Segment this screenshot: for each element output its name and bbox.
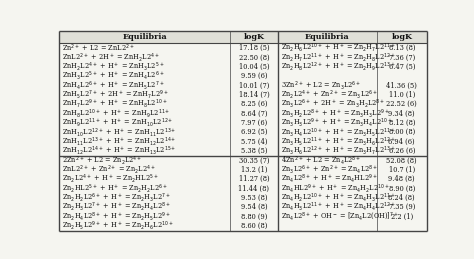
Text: Zn$_2$H$_8$L2$^{12+}$ + H$^+$ = Zn$_2$H$_9$L2$^{13+}$: Zn$_2$H$_8$L2$^{12+}$ + H$^+$ = Zn$_2$H$… (281, 61, 396, 73)
Text: 9.48 (8): 9.48 (8) (389, 175, 415, 183)
Text: ZnH$_{11}$L2$^{13+}$ + H$^+$ = ZnH$_{12}$L2$^{14+}$: ZnH$_{11}$L2$^{13+}$ + H$^+$ = ZnH$_{12}… (62, 135, 176, 148)
Text: 2.2 (1): 2.2 (1) (391, 212, 413, 220)
Text: 7.35 (9): 7.35 (9) (389, 203, 415, 211)
Text: Zn$_3$H$_6$L2$^{12+}$ + H$^+$ = Zn$_3$H$_7$L2$^{13+}$: Zn$_3$H$_6$L2$^{12+}$ + H$^+$ = Zn$_3$H$… (281, 145, 396, 157)
Text: logK: logK (392, 33, 412, 41)
Text: 8.00 (8): 8.00 (8) (389, 128, 415, 136)
Text: 5.38 (5): 5.38 (5) (241, 147, 267, 155)
Text: 11.44 (8): 11.44 (8) (238, 184, 269, 192)
Text: ZnH$_4$L2$^{6+}$ + H$^+$ = ZnH$_5$L2$^{7+}$: ZnH$_4$L2$^{6+}$ + H$^+$ = ZnH$_5$L2$^{7… (62, 79, 164, 92)
Text: Zn$_3$L2$^{6+}$ + 2H$^+$ = Zn$_3$H$_2$L2$^{8+}$: Zn$_3$L2$^{6+}$ + 2H$^+$ = Zn$_3$H$_2$L2… (281, 98, 385, 111)
Text: Zn$_3$H$_3$L2$^{9+}$ + H$^+$ = Zn$_3$H$_4$L2$^{10+}$: Zn$_3$H$_3$L2$^{9+}$ + H$^+$ = Zn$_3$H$_… (281, 117, 392, 129)
Text: 11.27 (8): 11.27 (8) (238, 175, 269, 183)
Text: 11.0 (1): 11.0 (1) (389, 91, 415, 99)
Text: Zn$_2$H$_6$L2$^{10+}$ + H$^+$ = Zn$_2$H$_7$L2$^{11+}$: Zn$_2$H$_6$L2$^{10+}$ + H$^+$ = Zn$_2$H$… (281, 42, 396, 54)
Text: logK: logK (244, 33, 264, 41)
Text: 8.25 (6): 8.25 (6) (241, 100, 267, 108)
Text: 7.36 (7): 7.36 (7) (389, 53, 415, 61)
Text: 6.26 (6): 6.26 (6) (389, 147, 415, 155)
Text: Equilibria: Equilibria (305, 33, 350, 41)
Text: Zn$^{2+}$ + L2 = ZnL2$^{2+}$: Zn$^{2+}$ + L2 = ZnL2$^{2+}$ (62, 42, 135, 54)
Text: 8.60 (8): 8.60 (8) (241, 222, 267, 230)
Text: ZnH$_{12}$L2$^{14+}$ + H$^+$ = ZnH$_{13}$L2$^{15+}$: ZnH$_{12}$L2$^{14+}$ + H$^+$ = ZnH$_{13}… (62, 145, 176, 157)
Text: 8.80 (9): 8.80 (9) (241, 212, 267, 220)
Text: Zn$_3$H$_5$L2$^{11+}$ + H$^+$ = Zn$_3$H$_6$L2$^{12+}$: Zn$_3$H$_5$L2$^{11+}$ + H$^+$ = Zn$_3$H$… (281, 135, 396, 148)
Text: Zn$_2$HL2$^{5+}$ + H$^+$ = Zn$_2$H$_2$L2$^{6+}$: Zn$_2$HL2$^{5+}$ + H$^+$ = Zn$_2$H$_2$L2… (62, 182, 168, 195)
Text: 8.90 (8): 8.90 (8) (389, 184, 415, 192)
Text: Zn$_4$H$_2$L2$^{10+}$ + H$^+$ = Zn$_4$H$_3$L2$^{11+}$: Zn$_4$H$_2$L2$^{10+}$ + H$^+$ = Zn$_4$H$… (281, 191, 396, 204)
Text: 9.34 (8): 9.34 (8) (389, 110, 415, 118)
Text: ZnH$_7$L2$^{9+}$ + H$^+$ = ZnH$_8$L2$^{10+}$: ZnH$_7$L2$^{9+}$ + H$^+$ = ZnH$_8$L2$^{1… (62, 98, 168, 111)
Text: Zn$_4$L2$^{8+}$ + OH$^-$ = [Zn$_4$L2(OH)]$^{7+}$: Zn$_4$L2$^{8+}$ + OH$^-$ = [Zn$_4$L2(OH)… (281, 211, 399, 222)
Text: 41.36 (5): 41.36 (5) (386, 82, 417, 90)
Text: ZnH$_5$L2$^{7+}$ + 2H$^+$ = ZnH$_7$L2$^{9+}$: ZnH$_5$L2$^{7+}$ + 2H$^+$ = ZnH$_7$L2$^{… (62, 89, 169, 101)
Text: Zn$_2$H$_5$L2$^{9+}$ + H$^+$ = Zn$_2$H$_6$L2$^{10+}$: Zn$_2$H$_5$L2$^{9+}$ + H$^+$ = Zn$_2$H$_… (62, 220, 174, 232)
Text: ZnH$_9$L2$^{11+}$ + H$^+$ = ZnH$_{10}$L2$^{12+}$: ZnH$_9$L2$^{11+}$ + H$^+$ = ZnH$_{10}$L2… (62, 117, 173, 129)
Text: 10.04 (5): 10.04 (5) (238, 63, 269, 71)
Text: Zn$_4$H$_3$L2$^{11+}$ + H$^+$ = Zn$_4$H$_4$L2$^{12+}$: Zn$_4$H$_3$L2$^{11+}$ + H$^+$ = Zn$_4$H$… (281, 201, 396, 213)
Text: 8.13 (8): 8.13 (8) (389, 44, 415, 52)
Text: 22.50 (8): 22.50 (8) (238, 53, 269, 61)
Text: ZnH$_2$L2$^{4+}$ + H$^+$ = ZnH$_3$L2$^{5+}$: ZnH$_2$L2$^{4+}$ + H$^+$ = ZnH$_3$L2$^{5… (62, 61, 164, 73)
Text: Zn$_3$H$_4$L2$^{10+}$ + H$^+$ = Zn$_3$H$_5$L2$^{11+}$: Zn$_3$H$_4$L2$^{10+}$ + H$^+$ = Zn$_3$H$… (281, 126, 396, 139)
Text: Zn$_2$H$_3$L2$^{7+}$ + H$^+$ = Zn$_2$H$_4$L2$^{8+}$: Zn$_2$H$_3$L2$^{7+}$ + H$^+$ = Zn$_2$H$_… (62, 201, 171, 213)
Text: Zn$_2$L2$^{4+}$ + Zn$^{2+}$ = Zn$_3$L2$^{6+}$: Zn$_2$L2$^{4+}$ + Zn$^{2+}$ = Zn$_3$L2$^… (281, 89, 378, 101)
Text: 6.92 (5): 6.92 (5) (241, 128, 267, 136)
Text: Zn$_2$H$_7$L2$^{11+}$ + H$^+$ = Zn$_2$H$_8$L2$^{12+}$: Zn$_2$H$_7$L2$^{11+}$ + H$^+$ = Zn$_2$H$… (281, 51, 396, 64)
Text: 4Zn$^{2+}$ + L2 = Zn$_4$L2$^{8+}$: 4Zn$^{2+}$ + L2 = Zn$_4$L2$^{8+}$ (281, 154, 361, 167)
Text: 17.18 (5): 17.18 (5) (238, 44, 269, 52)
Text: Zn$_2$L2$^{4+}$ + H$^+$ = Zn$_2$HL2$^{5+}$: Zn$_2$L2$^{4+}$ + H$^+$ = Zn$_2$HL2$^{5+… (62, 173, 159, 185)
Text: 9.54 (8): 9.54 (8) (241, 203, 267, 211)
Bar (59, 31, 427, 44)
Text: ZnL2$^{2+}$ + 2H$^+$ = ZnH$_2$L2$^{4+}$: ZnL2$^{2+}$ + 2H$^+$ = ZnH$_2$L2$^{4+}$ (62, 51, 160, 64)
Text: Zn$_4$HL2$^{9+}$ + H$^+$ = Zn$_4$H$_2$L2$^{10+}$: Zn$_4$HL2$^{9+}$ + H$^+$ = Zn$_4$H$_2$L2… (281, 182, 390, 195)
Text: 22.52 (6): 22.52 (6) (386, 100, 417, 108)
Text: 10.7 (1): 10.7 (1) (389, 166, 415, 174)
Text: Equilibria: Equilibria (122, 33, 167, 41)
Text: 6.94 (6): 6.94 (6) (389, 138, 415, 146)
Text: Zn$_3$L2$^{6+}$ + Zn$^{2+}$ = Zn$_4$L2$^{8+}$: Zn$_3$L2$^{6+}$ + Zn$^{2+}$ = Zn$_4$L2$^… (281, 163, 378, 176)
Text: 8.24 (8): 8.24 (8) (389, 194, 415, 202)
Text: Zn$_2$H$_4$L2$^{8+}$ + H$^+$ = Zn$_2$H$_5$L2$^{9+}$: Zn$_2$H$_4$L2$^{8+}$ + H$^+$ = Zn$_2$H$_… (62, 210, 171, 223)
Text: 9.59 (6): 9.59 (6) (241, 72, 267, 80)
Text: 13.2 (1): 13.2 (1) (241, 166, 267, 174)
Text: 10.01 (7): 10.01 (7) (239, 82, 269, 90)
Text: Zn$_4$L2$^{8+}$ + H$^+$ = Zn$_4$HL2$^{9+}$: Zn$_4$L2$^{8+}$ + H$^+$ = Zn$_4$HL2$^{9+… (281, 173, 377, 185)
Text: 6.47 (5): 6.47 (5) (389, 63, 415, 71)
Text: ZnH$_3$L2$^{5+}$ + H$^+$ = ZnH$_4$L2$^{6+}$: ZnH$_3$L2$^{5+}$ + H$^+$ = ZnH$_4$L2$^{6… (62, 70, 164, 82)
Text: Zn$_3$H$_2$L2$^{8+}$ + H$^+$ = Zn$_3$H$_3$L2$^{9+}$: Zn$_3$H$_2$L2$^{8+}$ + H$^+$ = Zn$_3$H$_… (281, 107, 390, 120)
Text: 18.14 (7): 18.14 (7) (238, 91, 269, 99)
Text: 2Zn$^{2+}$ + L2 = Zn$_2$L2$^{4+}$: 2Zn$^{2+}$ + L2 = Zn$_2$L2$^{4+}$ (62, 154, 142, 167)
Text: ZnL2$^{2+}$ + Zn$^{2+}$ = Zn$_2$L2$^{4+}$: ZnL2$^{2+}$ + Zn$^{2+}$ = Zn$_2$L2$^{4+}… (62, 163, 156, 176)
Text: Zn$_2$H$_2$L2$^{6+}$ + H$^+$ = Zn$_2$H$_3$L2$^{7+}$: Zn$_2$H$_2$L2$^{6+}$ + H$^+$ = Zn$_2$H$_… (62, 191, 171, 204)
Text: 8.64 (7): 8.64 (7) (241, 110, 267, 118)
Text: ZnH$_8$L2$^{10+}$ + H$^+$ = ZnH$_9$L2$^{11+}$: ZnH$_8$L2$^{10+}$ + H$^+$ = ZnH$_9$L2$^{… (62, 107, 171, 120)
Text: 52.08 (8): 52.08 (8) (386, 156, 417, 164)
Text: 9.53 (8): 9.53 (8) (241, 194, 267, 202)
Text: 8.12 (8): 8.12 (8) (389, 119, 415, 127)
Text: ZnH$_{10}$L2$^{12+}$ + H$^+$ = ZnH$_{11}$L2$^{13+}$: ZnH$_{10}$L2$^{12+}$ + H$^+$ = ZnH$_{11}… (62, 126, 176, 139)
Text: 3Zn$^{2+}$ + L2 = Zn$_3$L2$^{6+}$: 3Zn$^{2+}$ + L2 = Zn$_3$L2$^{6+}$ (281, 79, 361, 92)
Text: 5.75 (4): 5.75 (4) (241, 138, 267, 146)
Text: 7.97 (6): 7.97 (6) (241, 119, 267, 127)
Text: 30.35 (7): 30.35 (7) (239, 156, 269, 164)
